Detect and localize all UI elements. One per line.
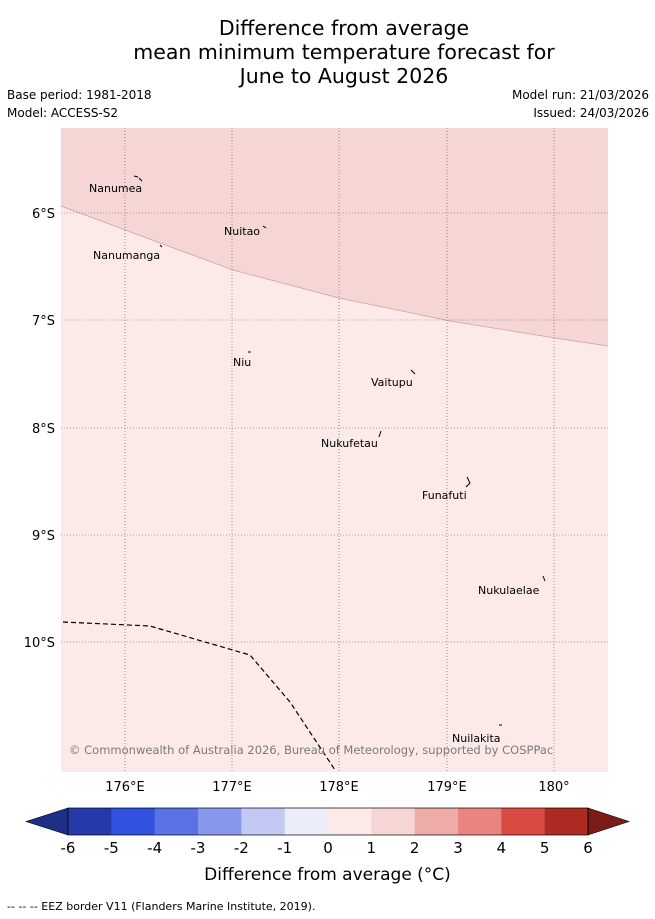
label-nukufetau: Nukufetau	[321, 437, 378, 450]
colorbar-segment	[458, 808, 502, 835]
colorbar-segment	[371, 808, 416, 835]
label-nuitao: Nuitao	[224, 225, 260, 238]
colorbar-segment	[241, 808, 286, 835]
colorbar-frame	[67, 807, 589, 836]
title-line-2: mean minimum temperature forecast for	[133, 40, 555, 64]
copyright-notice: © Commonwealth of Australia 2026, Bureau…	[69, 743, 553, 757]
category-boundary	[60, 205, 609, 347]
colorbar-over-arrow	[587, 807, 630, 836]
colorbar-ticks: -6 -5 -4 -3 -2 -1 0 1 2 3 4 5 6	[61, 839, 593, 857]
lat-label: 8°S	[32, 422, 55, 437]
map-title: Difference from average mean minimum tem…	[0, 16, 655, 88]
title-line-1: Difference from average	[218, 16, 470, 40]
nuitao-island	[262, 225, 267, 229]
colorbar-tick-label: -3	[191, 839, 206, 857]
colorbar-segment	[544, 808, 589, 835]
base-period: Base period: 1981-2018	[7, 88, 152, 102]
colorbar-tick-label: 2	[410, 839, 420, 857]
colorbar	[25, 807, 630, 836]
lon-label: 178°E	[319, 780, 359, 795]
nanumanga-island	[159, 244, 163, 248]
colorbar-segment	[328, 808, 372, 835]
colorbar-under-arrow	[25, 807, 69, 836]
lat-label: 10°S	[24, 636, 55, 651]
colorbar-segment	[154, 808, 199, 835]
colorbar-segment	[198, 808, 242, 835]
colorbar-tick-label: -4	[147, 839, 162, 857]
lat-label: 6°S	[32, 207, 55, 222]
colorbar-tick-label: 6	[583, 839, 593, 857]
title-line-3: June to August 2026	[239, 64, 449, 88]
nukulaelae-island	[542, 575, 546, 582]
vaitupu-island	[410, 369, 416, 375]
nanumea-island	[133, 175, 143, 182]
colorbar-segment	[414, 808, 459, 835]
colorbar-tick-label: -5	[104, 839, 119, 857]
colorbar-tick-label: -1	[277, 839, 292, 857]
funafuti-island	[465, 476, 471, 488]
colorbar-tick-label: 4	[497, 839, 507, 857]
label-nuilakita: Nuilakita	[452, 732, 501, 745]
nukufetau-island	[378, 430, 382, 438]
model-run: Model run: 21/03/2026	[511, 88, 649, 102]
colorbar-tick-label: -2	[234, 839, 249, 857]
colorbar-tick-label: 1	[367, 839, 377, 857]
label-nanumea: Nanumea	[89, 182, 142, 195]
eez-border	[62, 621, 336, 771]
label-nukulaelae: Nukulaelae	[478, 584, 540, 597]
issued-date: Issued: 24/03/2026	[533, 106, 649, 120]
colorbar-tick-label: 3	[453, 839, 463, 857]
colorbar-tick-label: 5	[540, 839, 550, 857]
label-vaitupu: Vaitupu	[371, 376, 413, 389]
lat-label: 7°S	[32, 314, 55, 329]
label-nanumanga: Nanumanga	[93, 249, 160, 262]
model-name: Model: ACCESS-S2	[7, 106, 119, 120]
colorbar-segment	[111, 808, 156, 835]
islands	[133, 175, 546, 726]
eez-footnote: -- -- -- EEZ border V11 (Flanders Marine…	[7, 900, 316, 913]
colorbar-label: Difference from average (°C)	[204, 865, 451, 885]
colorbar-tick-label: 0	[323, 839, 333, 857]
lon-label: 180°	[538, 780, 569, 795]
colorbar-tick-label: -6	[61, 839, 76, 857]
label-niu: Niu	[233, 356, 251, 369]
graticule	[61, 128, 608, 772]
lon-label: 176°E	[105, 780, 145, 795]
lon-label: 179°E	[427, 780, 467, 795]
colorbar-segment	[501, 808, 546, 835]
colorbar-segment	[68, 808, 112, 835]
lon-label: 177°E	[212, 780, 252, 795]
label-funafuti: Funafuti	[422, 489, 467, 502]
lat-label: 9°S	[32, 529, 55, 544]
colorbar-segment	[284, 808, 329, 835]
zone-high	[61, 128, 608, 346]
